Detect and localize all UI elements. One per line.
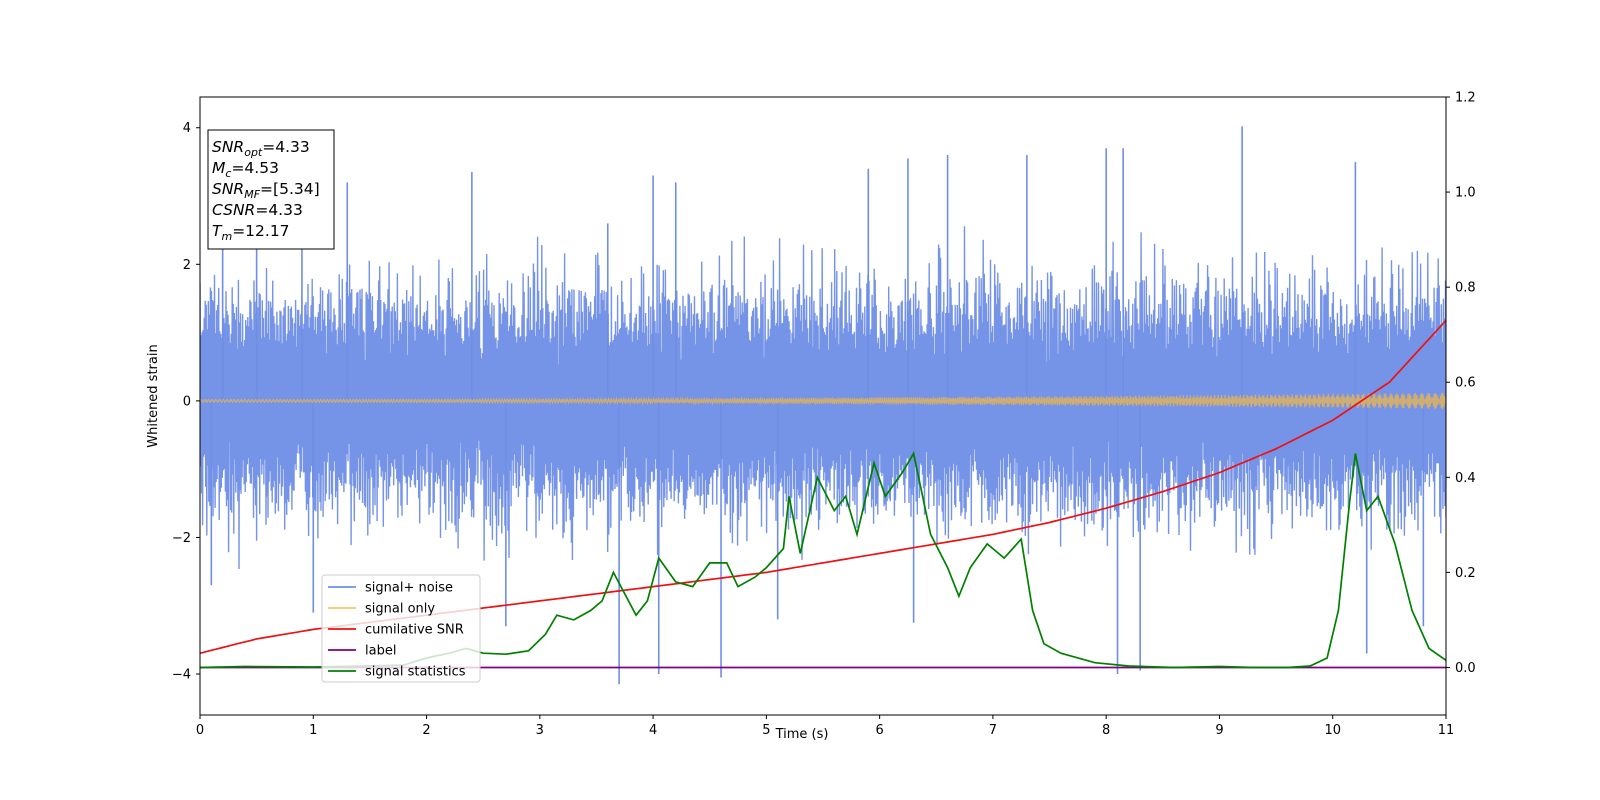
- legend-label: signal+ noise: [365, 581, 453, 596]
- x-tick-label: 11: [1438, 723, 1455, 738]
- y2-tick-label: 0.8: [1455, 281, 1476, 296]
- x-tick-label: 5: [762, 723, 770, 738]
- x-axis-label: Time (s): [775, 727, 829, 742]
- y-tick-label: 2: [183, 258, 191, 273]
- x-tick-label: 9: [1215, 723, 1223, 738]
- y2-tick-label: 0.6: [1455, 376, 1476, 391]
- x-tick-label: 6: [875, 723, 883, 738]
- legend-label: signal statistics: [365, 665, 466, 680]
- y2-tick-label: 0.2: [1455, 566, 1476, 581]
- x-tick-label: 0: [196, 723, 204, 738]
- signal-statistics-line: [200, 451, 1446, 669]
- annotation-line: SNRMF=[5.34]: [212, 180, 320, 201]
- y-tick-label: 4: [183, 121, 191, 136]
- y-tick-label: 0: [183, 394, 191, 409]
- x-tick-label: 3: [536, 723, 544, 738]
- signal-trace: [200, 392, 1446, 410]
- y-tick-label: −2: [172, 531, 191, 546]
- x-tick-label: 10: [1324, 723, 1341, 738]
- legend-label: signal only: [365, 602, 435, 617]
- y-axis-label: Whitened strain: [146, 344, 161, 447]
- x-tick-label: 4: [649, 723, 657, 738]
- legend: signal+ noise signal only cumilative SNR la…: [321, 574, 481, 683]
- legend-label: cumilative SNR: [365, 623, 464, 638]
- legend-frame: [321, 574, 481, 683]
- annotation-line: SNRopt=4.33: [212, 138, 310, 159]
- axes: 0 1 2 3 4 5 6 7 8 9 10 11 −4 −2 0 2 4 0.0 0.2 0.4 0.6 0.8 1.0 1…: [172, 91, 1476, 739]
- x-tick-label: 7: [989, 723, 997, 738]
- y2-tick-label: 1.2: [1455, 91, 1476, 106]
- y2-tick-label: 0.0: [1455, 661, 1476, 676]
- annotation-line: Tm=12.17: [212, 222, 290, 243]
- y2-tick-label: 0.4: [1455, 471, 1476, 486]
- signal-series: [200, 392, 1446, 410]
- x-tick-label: 8: [1102, 723, 1110, 738]
- legend-label: label: [365, 644, 396, 659]
- plot-frame: [199, 96, 1447, 716]
- annotation-line: CSNR=4.33: [212, 201, 303, 219]
- y2-tick-label: 1.0: [1455, 186, 1476, 201]
- x-tick-label: 2: [422, 723, 430, 738]
- x-tick-label: 1: [309, 723, 317, 738]
- noise-trace: [200, 226, 1446, 570]
- y-tick-label: −4: [172, 668, 191, 683]
- annotation-frame: [207, 129, 335, 250]
- noise-series: [200, 126, 1446, 685]
- annotation-line: Mc=4.53: [212, 159, 279, 180]
